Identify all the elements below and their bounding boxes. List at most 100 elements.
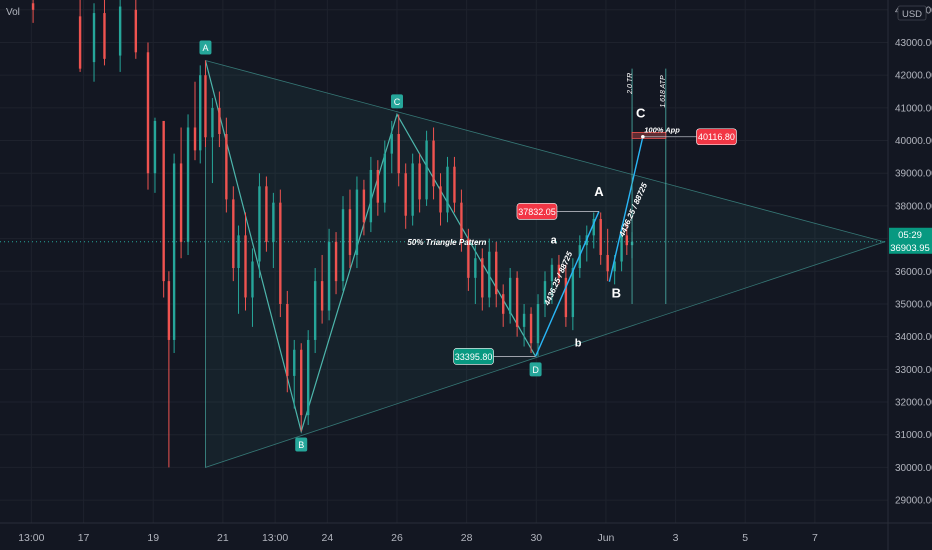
candle-body[interactable] — [536, 303, 540, 344]
currency-label: USD — [902, 9, 922, 20]
candle-body[interactable] — [592, 219, 595, 236]
candle-body[interactable] — [334, 241, 338, 282]
candle-body[interactable] — [613, 261, 616, 272]
x-tick-label: 21 — [217, 532, 229, 544]
candle-body[interactable] — [474, 258, 477, 278]
candle-body[interactable] — [571, 268, 575, 318]
candle-body[interactable] — [529, 313, 533, 344]
candle-body[interactable] — [146, 52, 150, 174]
y-axis-panel[interactable] — [888, 0, 932, 550]
candle-body[interactable] — [134, 9, 138, 53]
candle-body[interactable] — [606, 254, 609, 272]
candle-body[interactable] — [418, 163, 421, 200]
candle-body[interactable] — [293, 349, 296, 376]
candle-body[interactable] — [199, 75, 202, 151]
candle-body[interactable] — [515, 277, 519, 327]
candle-body[interactable] — [313, 281, 317, 340]
candle-body[interactable] — [543, 281, 547, 304]
price-label-text: 37832.05 — [518, 207, 556, 217]
candle-body[interactable] — [103, 13, 106, 59]
zigzag-line — [204, 60, 537, 434]
candle-body[interactable] — [425, 140, 428, 200]
candle-body[interactable] — [300, 349, 303, 416]
candle-body[interactable] — [557, 264, 561, 278]
candle-body[interactable] — [153, 120, 157, 174]
candle-body[interactable] — [341, 209, 345, 282]
candle-body[interactable] — [355, 189, 359, 255]
candle-body[interactable] — [225, 134, 228, 200]
candle-body[interactable] — [193, 127, 197, 151]
candle-body[interactable] — [179, 163, 183, 242]
candle-body[interactable] — [508, 277, 512, 314]
candle-body[interactable] — [265, 186, 268, 242]
candle-body[interactable] — [31, 3, 35, 10]
y-tick-label: 30000.00 — [895, 463, 932, 474]
candle-body[interactable] — [232, 199, 235, 269]
candle-body[interactable] — [432, 140, 435, 187]
candle-body[interactable] — [564, 277, 568, 318]
y-tick-label: 35000.00 — [895, 299, 932, 310]
candle-body[interactable] — [481, 258, 484, 298]
target-box — [631, 131, 667, 139]
candle-body[interactable] — [204, 75, 207, 138]
x-tick-label: 26 — [391, 532, 403, 544]
candle-body[interactable] — [599, 219, 602, 255]
candle-body[interactable] — [453, 166, 456, 203]
candle-body[interactable] — [279, 202, 282, 304]
fib-label: 2.0 TR — [627, 73, 634, 95]
candle-body[interactable] — [327, 241, 331, 311]
y-tick-label: 38000.00 — [895, 201, 932, 212]
candle-body[interactable] — [376, 169, 380, 203]
pivot-label: C — [394, 97, 401, 107]
candle-body[interactable] — [251, 261, 254, 298]
candle-body[interactable] — [439, 186, 442, 213]
x-tick-label: 5 — [742, 532, 748, 544]
candle-body[interactable] — [258, 186, 261, 262]
candle-body[interactable] — [172, 163, 176, 340]
candle-body[interactable] — [411, 163, 414, 216]
y-tick-label: 40000.00 — [895, 136, 932, 147]
x-axis-panel[interactable] — [0, 523, 932, 550]
candle-body[interactable] — [237, 235, 240, 269]
candle-body[interactable] — [211, 107, 214, 138]
candle-body[interactable] — [446, 166, 449, 213]
candle-body[interactable] — [383, 153, 386, 203]
candle-body[interactable] — [620, 235, 623, 262]
currency-badge[interactable] — [897, 5, 927, 21]
candles[interactable] — [31, 0, 634, 468]
candle-body[interactable] — [186, 127, 190, 242]
candle-body[interactable] — [167, 281, 171, 340]
current-price-label: 36903.95 — [890, 243, 930, 254]
candle-body[interactable] — [320, 281, 324, 311]
candle-body[interactable] — [550, 264, 554, 282]
candle-body[interactable] — [397, 134, 400, 174]
candle-body[interactable] — [118, 6, 122, 56]
candle-body[interactable] — [348, 209, 352, 255]
candle-body[interactable] — [78, 16, 82, 69]
candle-body[interactable] — [390, 134, 393, 154]
current-price-badge[interactable] — [889, 227, 932, 254]
candle-body[interactable] — [460, 202, 463, 239]
candle-body[interactable] — [522, 313, 526, 327]
wave-label: b — [575, 337, 582, 349]
candle-body[interactable] — [502, 294, 505, 314]
candle-body[interactable] — [488, 251, 491, 298]
x-tick-label: 17 — [78, 532, 90, 544]
candle-body[interactable] — [404, 173, 407, 216]
candle-body[interactable] — [218, 107, 221, 135]
candle-body[interactable] — [625, 235, 629, 246]
candle-body[interactable] — [467, 238, 470, 278]
candle-body[interactable] — [362, 189, 366, 223]
candle-body[interactable] — [244, 235, 247, 298]
candle-body[interactable] — [369, 169, 373, 223]
candle-body[interactable] — [272, 202, 275, 242]
candle-body[interactable] — [306, 339, 310, 416]
x-tick-label: 30 — [530, 532, 542, 544]
candle-body[interactable] — [162, 120, 165, 282]
candle-body[interactable] — [495, 251, 498, 295]
candle-body[interactable] — [92, 13, 96, 63]
candle-body[interactable] — [286, 303, 289, 376]
